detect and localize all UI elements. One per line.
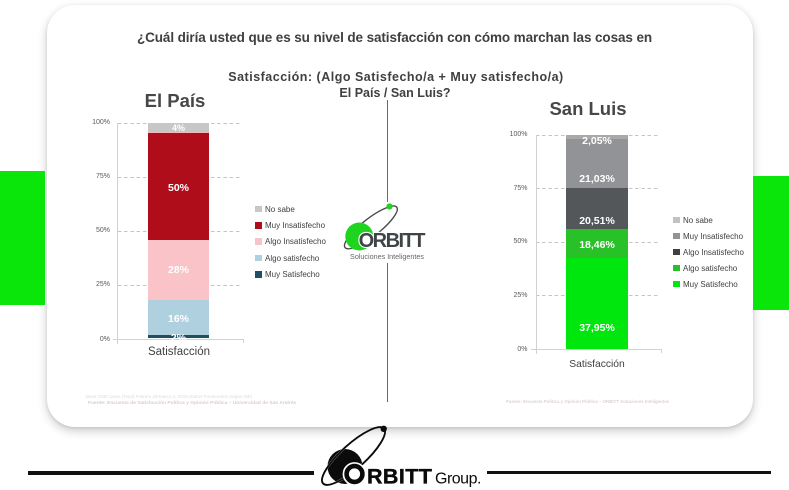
svg-text:Soluciones Inteligentes: Soluciones Inteligentes xyxy=(350,252,424,261)
svg-text:Group.: Group. xyxy=(435,471,481,488)
svg-text:RBITT: RBITT xyxy=(367,465,432,489)
svg-text:RBITT: RBITT xyxy=(367,465,432,489)
svg-text:ORBITT: ORBITT xyxy=(359,230,426,252)
